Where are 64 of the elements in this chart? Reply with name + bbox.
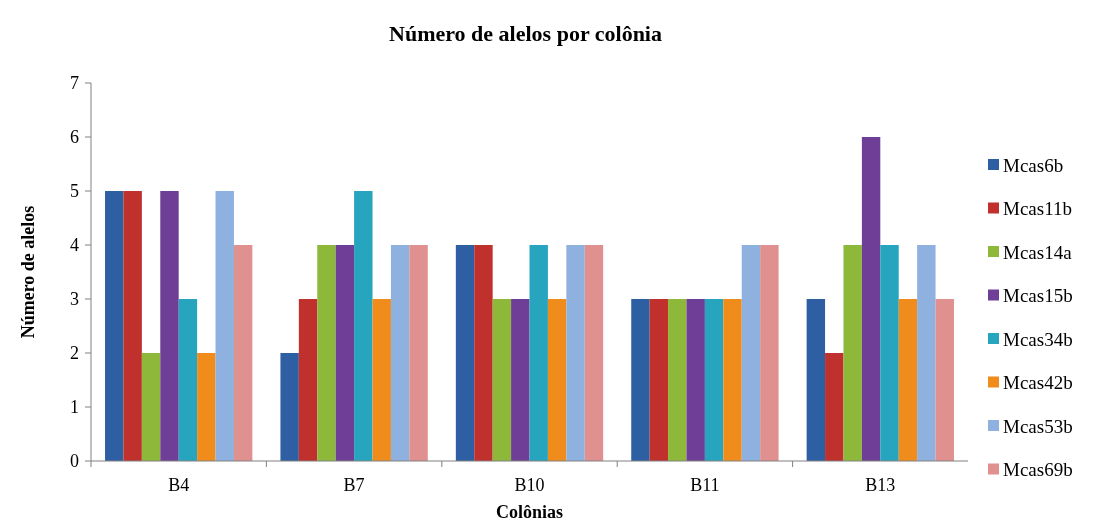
legend-label: Mcas14a [1003,241,1073,263]
bar [197,353,216,461]
bar [704,299,724,461]
bar [806,299,826,461]
bar [686,299,705,461]
legend-label: Mcas34b [1003,328,1073,350]
bar [280,353,299,461]
bar [455,245,475,461]
bar [529,245,548,461]
chart-title: Número de alelos por colônia [389,21,662,46]
legend-label: Mcas15b [1003,285,1073,307]
bar [233,245,253,461]
y-tick-label: 3 [70,289,79,310]
legend-label: Mcas69b [1003,459,1073,481]
bar [741,245,761,461]
y-tick-label: 0 [70,451,79,472]
bar [317,245,336,461]
legend-label: Mcas53b [1003,415,1073,437]
bar [935,299,954,461]
bar [723,299,742,461]
bar [354,191,373,461]
bar [547,299,567,461]
legend-label: Mcas6b [1003,154,1064,176]
bar [825,353,844,461]
bar [898,299,918,461]
bar [298,299,318,461]
bar [105,191,124,461]
bar [141,353,161,461]
x-tick-label: B10 [514,475,545,495]
bar [215,191,234,461]
bar [160,191,179,461]
bar [123,191,142,461]
y-tick-label: 4 [70,235,79,256]
bar [649,299,669,461]
legend-label: Mcas11b [1003,198,1072,220]
bar [843,245,862,461]
bar [584,245,604,461]
bar [492,299,512,461]
bar [760,245,779,461]
bar [409,245,428,461]
bar [566,245,585,461]
bar [335,245,355,461]
legend-label: Mcas42b [1003,372,1073,394]
bar [474,245,493,461]
bar [880,245,899,461]
x-tick-label: B13 [865,475,896,495]
y-tick-label: 6 [70,127,79,148]
x-tick-label: B11 [690,475,720,495]
bar [861,137,881,461]
y-axis-title: Número de alelos [18,205,38,339]
bar [178,299,198,461]
bar [511,299,530,461]
y-tick-label: 5 [70,181,79,202]
bar [917,245,936,461]
bar [668,299,687,461]
y-tick-label: 7 [70,73,79,94]
x-axis-title: Colônias [495,502,564,522]
bar [372,299,391,461]
x-tick-label: B4 [168,475,190,495]
x-tick-label: B7 [343,475,365,495]
y-tick-label: 1 [70,397,79,418]
bar [631,299,650,461]
y-tick-label: 2 [70,343,79,364]
bar [390,245,410,461]
